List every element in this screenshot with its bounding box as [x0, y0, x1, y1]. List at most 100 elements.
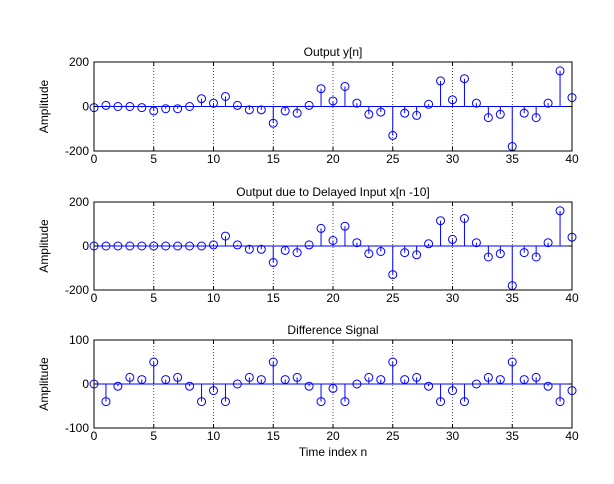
x-tick-label: 35	[506, 429, 520, 443]
stem-marker	[280, 106, 290, 116]
stem-marker	[412, 110, 422, 120]
y-tick-label: 0	[82, 377, 89, 391]
stem-marker	[340, 221, 350, 231]
y-tick-label: -200	[65, 144, 89, 158]
stem-marker	[137, 103, 147, 113]
stem-marker	[459, 397, 469, 407]
stem-marker	[292, 372, 302, 382]
stem-marker	[161, 241, 171, 251]
stem-marker	[436, 216, 446, 226]
stem-marker	[400, 108, 410, 118]
x-tick-label: 25	[386, 429, 400, 443]
stem-marker	[412, 250, 422, 260]
stem-marker	[495, 249, 505, 259]
stem-marker	[304, 100, 314, 110]
stem-marker	[173, 104, 183, 114]
stem-marker	[304, 240, 314, 250]
stem-marker	[292, 108, 302, 118]
stem-marker	[256, 375, 266, 385]
stem-marker	[376, 247, 386, 256]
x-tick-label: 20	[326, 429, 340, 443]
stem-marker	[352, 379, 362, 389]
stem-marker	[483, 372, 493, 382]
stem-marker	[519, 375, 529, 385]
stem-marker	[197, 241, 207, 251]
x-tick-label: 25	[386, 152, 400, 166]
stem-marker	[304, 381, 314, 391]
stem-marker	[448, 386, 457, 396]
stem-marker	[185, 241, 195, 251]
stem-marker	[125, 372, 135, 382]
x-tick-label: 5	[150, 291, 157, 305]
x-tick-label: 15	[267, 429, 281, 443]
stem-marker	[173, 372, 183, 382]
stem-marker	[280, 245, 290, 255]
stem-marker	[400, 248, 410, 258]
stem-marker	[328, 96, 338, 106]
y-tick-label: 200	[69, 195, 89, 209]
stem-marker	[340, 397, 350, 407]
stem-marker	[364, 372, 374, 382]
stem-marker	[424, 381, 434, 391]
stem-marker	[125, 102, 135, 111]
x-tick-label: 10	[207, 291, 221, 305]
stem-marker	[459, 214, 469, 223]
stem-marker	[316, 397, 326, 407]
stem-marker	[244, 244, 254, 254]
x-tick-label: 20	[326, 291, 340, 305]
x-tick-label: 40	[565, 429, 579, 443]
y-tick-label: 100	[69, 333, 89, 347]
stem-marker	[352, 238, 362, 248]
stem-marker	[424, 239, 434, 249]
y-tick-label: -100	[65, 421, 89, 435]
stem-marker	[328, 236, 338, 245]
y-tick-label: -200	[65, 283, 89, 297]
stem-marker	[197, 397, 207, 407]
x-tick-label: 10	[207, 152, 221, 166]
stem-marker	[388, 130, 398, 140]
y-tick-label: 200	[69, 55, 89, 69]
stem-marker	[459, 74, 469, 84]
stem-marker	[161, 104, 171, 114]
stem-marker	[113, 381, 123, 391]
stem-marker	[185, 102, 195, 111]
stem-marker	[101, 241, 111, 251]
x-tick-label: 25	[386, 291, 400, 305]
stem-marker	[268, 118, 278, 128]
stem-marker	[316, 84, 326, 94]
stem-marker	[471, 379, 481, 389]
chart-title: Output due to Delayed Input x[n -10]	[236, 185, 429, 199]
stem-marker	[244, 105, 254, 115]
stem-marker	[495, 109, 505, 119]
stem-marker	[256, 244, 266, 254]
stem-marker	[412, 372, 422, 382]
stem-marker	[185, 381, 195, 391]
stem-marker	[543, 238, 553, 248]
stem-marker	[483, 252, 493, 262]
stem-marker	[364, 109, 374, 119]
stem-marker	[495, 375, 505, 385]
stem-marker	[388, 357, 398, 367]
x-tick-label: 20	[326, 152, 340, 166]
stem-marker	[471, 98, 481, 108]
stem-marker	[328, 383, 338, 393]
x-tick-label: 30	[446, 429, 460, 443]
stem-marker	[531, 372, 541, 382]
stem-marker	[519, 248, 529, 258]
stem-marker	[507, 357, 517, 367]
stem-marker	[543, 381, 553, 391]
stem-marker	[137, 241, 147, 251]
chart-title: Output y[n]	[304, 45, 363, 59]
x-tick-label: 5	[150, 429, 157, 443]
stem-marker	[209, 98, 218, 108]
x-tick-label: 0	[91, 152, 98, 166]
y-tick-label: 0	[82, 100, 89, 114]
x-axis-label: Time index n	[299, 445, 367, 459]
stem-marker	[232, 240, 242, 250]
stem-marker	[531, 113, 541, 123]
stem-marker	[149, 241, 159, 251]
x-tick-label: 40	[565, 152, 579, 166]
stem-marker	[149, 357, 159, 367]
